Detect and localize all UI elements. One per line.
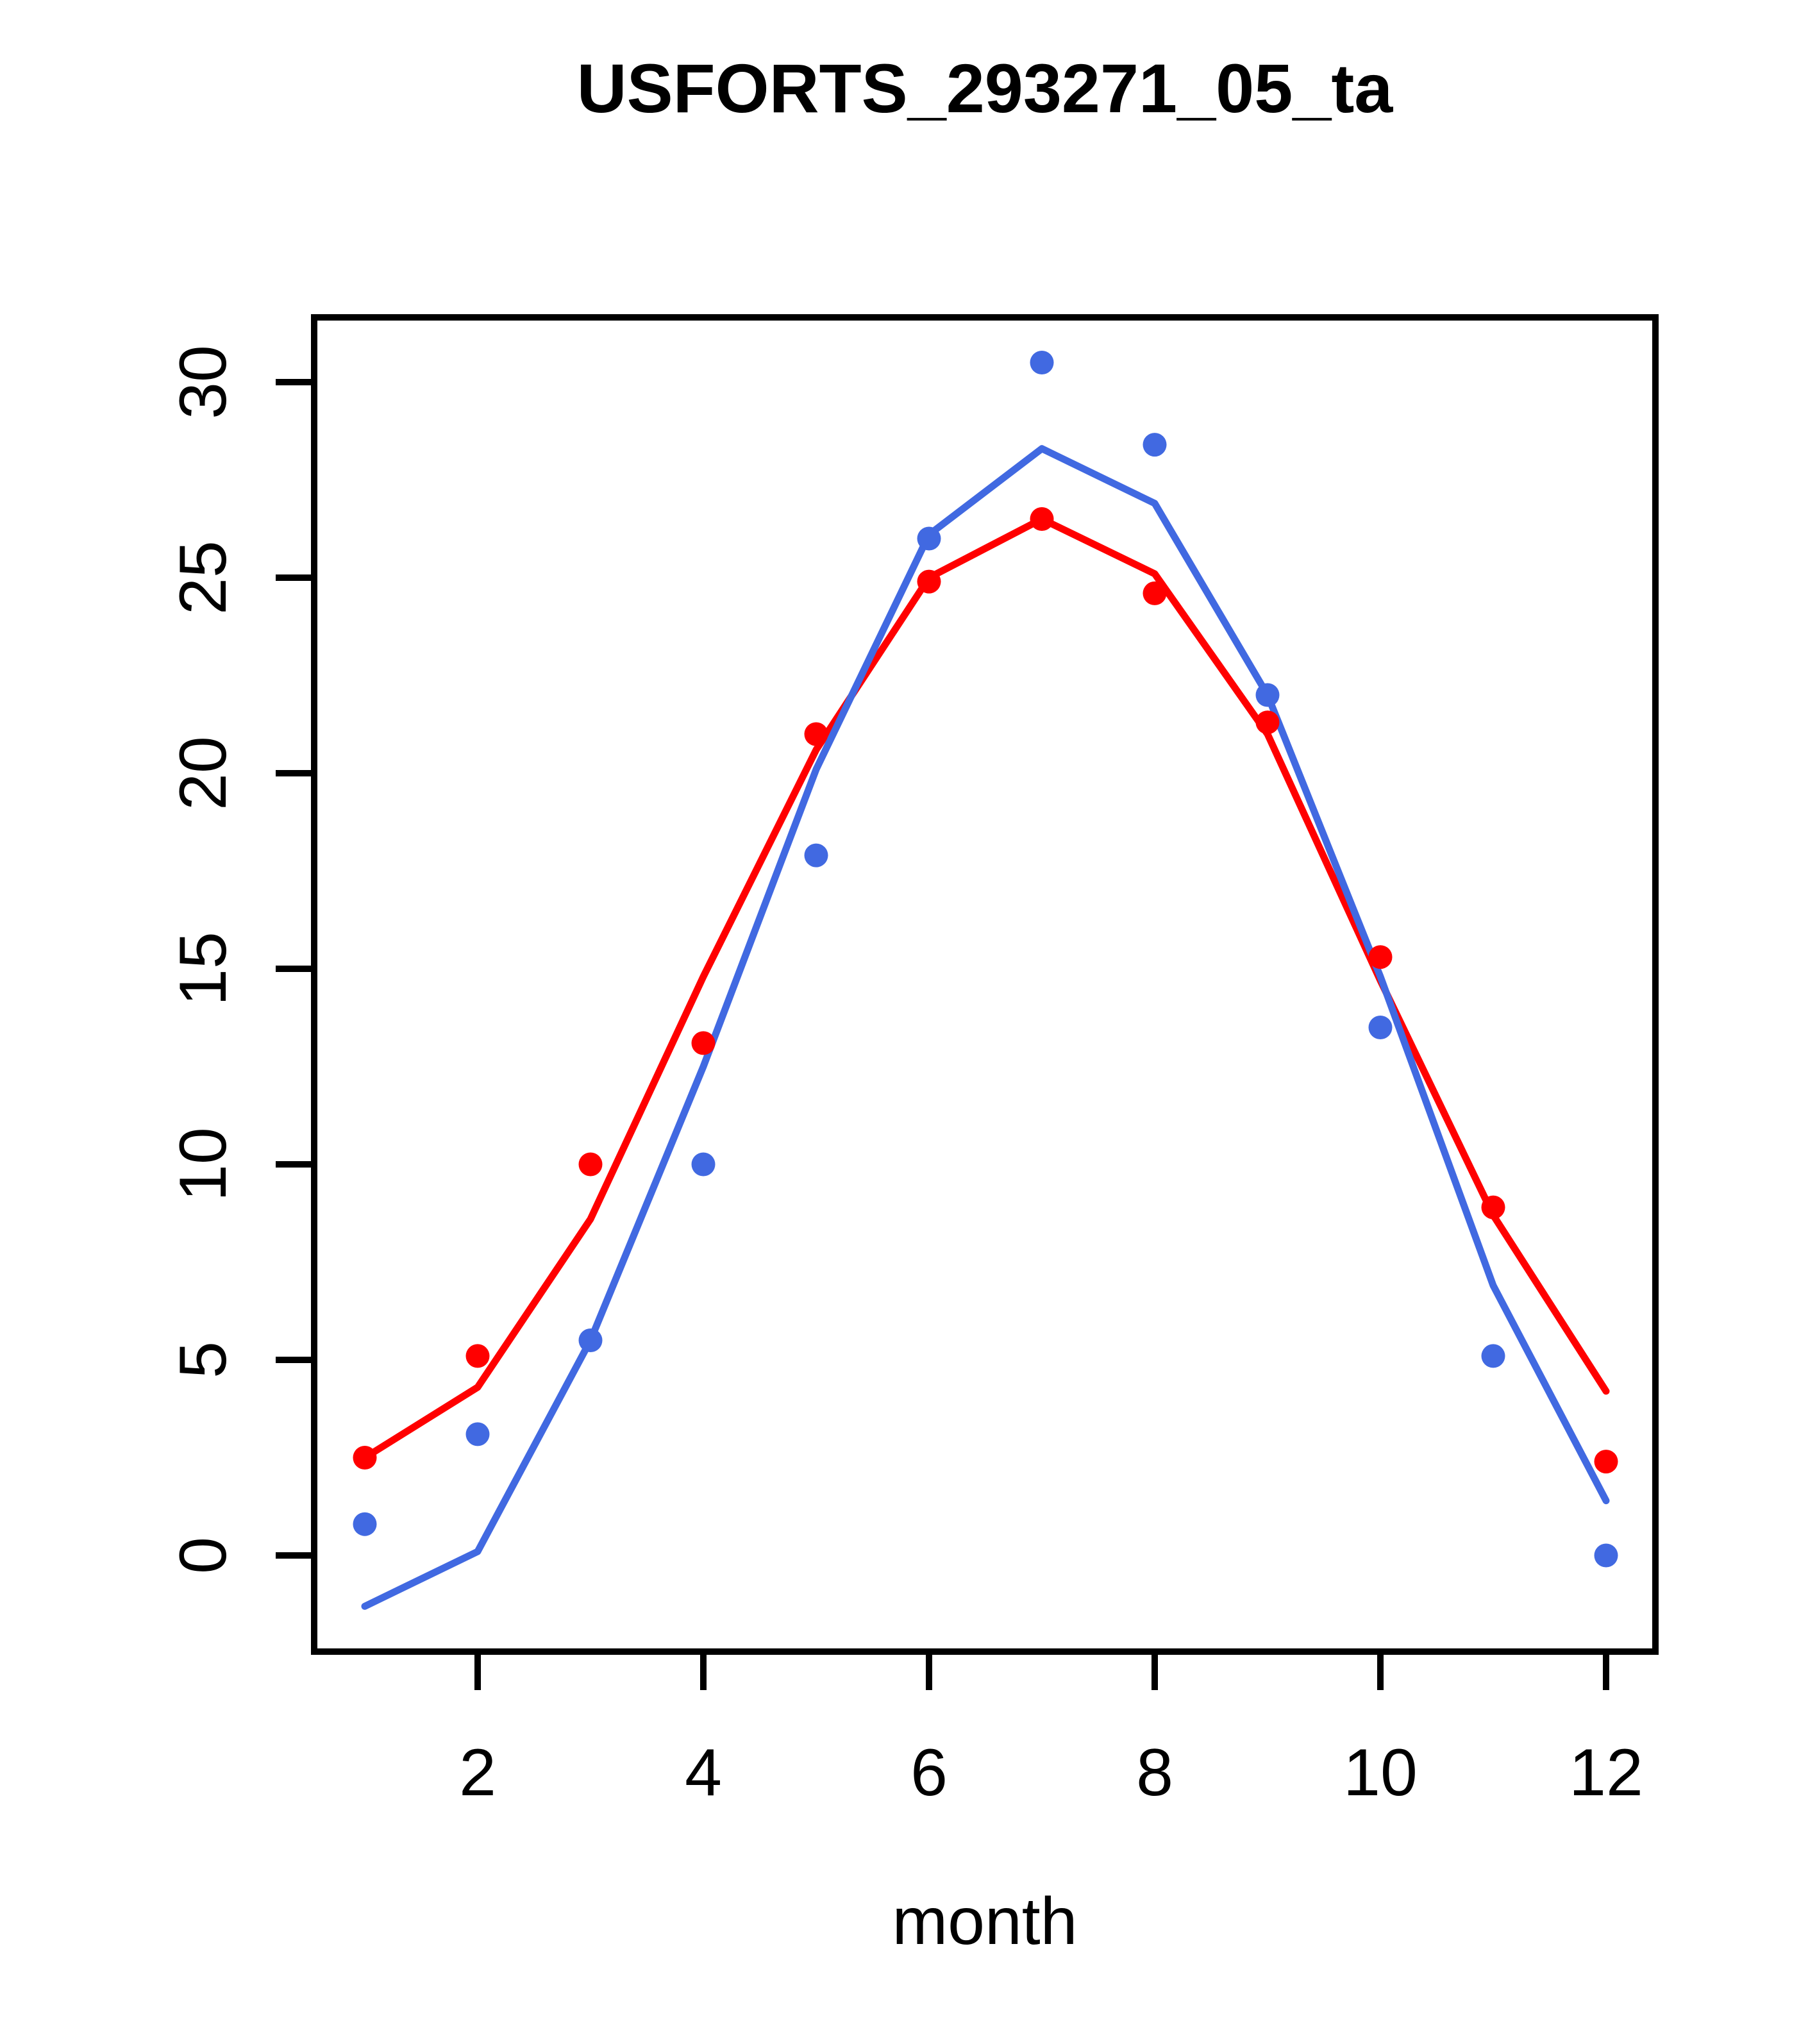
red-observed-point [578,1152,603,1177]
x-tick-label: 6 [910,1736,948,1810]
red-observed-point [804,722,828,746]
red-observed-point [1030,507,1054,531]
red-observed-point [691,1031,716,1055]
y-tick-label: 25 [166,540,240,615]
blue-observed-point [1594,1543,1618,1568]
blue-observed-point [1368,1016,1393,1039]
blue-observed-point [1255,683,1280,707]
x-axis-label: month [892,1884,1077,1959]
y-axis: 0 5 10 15 20 25 30 [166,345,314,1574]
x-tick-label: 12 [1569,1736,1643,1810]
y-tick-label: 0 [166,1537,240,1574]
red-observed-point [1594,1450,1618,1474]
y-tick-label: 30 [166,345,240,419]
red-observed-point [353,1446,377,1470]
y-tick-label: 10 [166,1127,240,1202]
x-tick-label: 4 [685,1736,722,1810]
red-observed-point [1368,945,1393,969]
blue-observed-point [691,1152,716,1177]
blue-observed-point [353,1512,377,1536]
blue-observed-point [1030,351,1054,374]
y-tick-label: 15 [166,932,240,1006]
blue-observed-point [917,526,941,551]
red-observed-point [1255,710,1280,735]
red-observed-point [1481,1195,1505,1219]
chart-title: USFORTS_293271_05_ta [577,49,1394,127]
red-fitted-line [361,515,1610,1461]
y-tick-label: 20 [166,736,240,810]
y-tick-label: 5 [166,1341,240,1378]
blue-observed-point [1143,433,1167,457]
blue-observed-point [465,1422,490,1446]
red-observed-point [465,1344,490,1368]
x-axis: 2 4 6 8 10 12 [459,1652,1643,1810]
blue-observed-point [578,1328,603,1352]
blue-observed-point [804,843,828,867]
x-tick-label: 8 [1136,1736,1173,1810]
blue-observed-point [1481,1344,1505,1368]
blue-fitted-line [361,445,1610,1610]
red-observed-point [917,569,941,594]
plot-box [311,314,1659,1655]
red-observed-point [1143,581,1167,605]
x-tick-label: 10 [1343,1736,1418,1810]
x-tick-label: 2 [459,1736,496,1810]
series-layer [353,351,1618,1610]
